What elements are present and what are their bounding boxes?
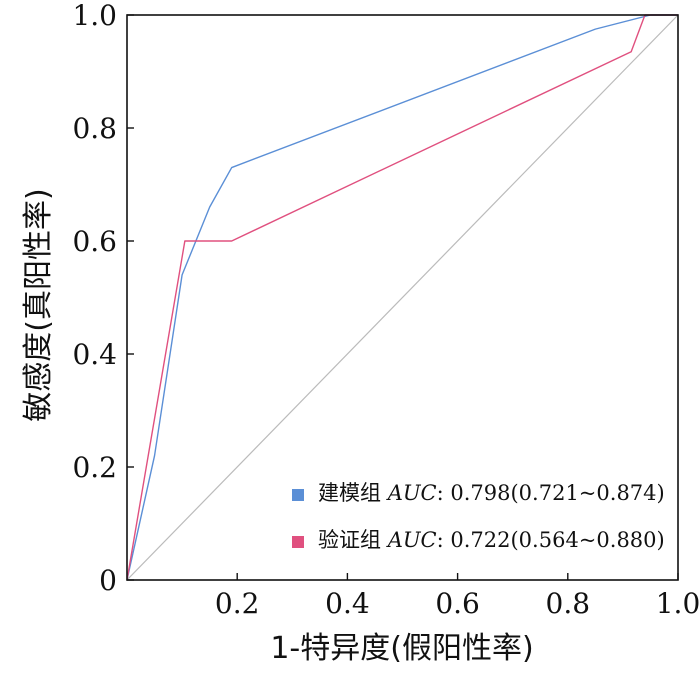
legend: 建模组 AUC: 0.798(0.721~0.874) 验证组 AUC: 0.72…	[292, 481, 665, 552]
x-tick-label: 0.6	[435, 587, 480, 620]
x-tick-label: 0.4	[325, 587, 370, 620]
y-tick-label: 1.0	[72, 0, 117, 32]
reference-layer	[126, 14, 679, 581]
legend-entry: 建模组 AUC: 0.798(0.721~0.874)	[318, 481, 665, 505]
y-tick-label: 0.8	[72, 112, 117, 145]
x-axis-ticks: 0.2 0.4 0.6 0.8 1.0	[215, 573, 700, 620]
x-tick-label: 0.8	[546, 587, 591, 620]
legend-swatch	[292, 536, 304, 548]
y-tick-label: 0.2	[72, 451, 117, 484]
y-tick-label: 0.4	[72, 338, 117, 371]
legend-entry: 验证组 AUC: 0.722(0.564~0.880)	[318, 528, 665, 552]
y-tick-label: 0	[99, 564, 117, 597]
y-axis-title: 敏感度(真阳性率)	[21, 188, 56, 421]
x-axis-title: 1-特异度(假阳性率)	[270, 631, 533, 666]
legend-swatch	[292, 489, 304, 501]
series-line-1	[126, 14, 678, 581]
y-axis-ticks: 0 0.2 0.4 0.6 0.8 1.0	[72, 0, 134, 597]
x-tick-label: 0.2	[215, 587, 260, 620]
x-tick-label: 1.0	[656, 587, 700, 620]
plot-frame	[126, 14, 679, 581]
y-tick-label: 0.6	[72, 225, 117, 258]
reference-diagonal-line	[126, 14, 679, 581]
